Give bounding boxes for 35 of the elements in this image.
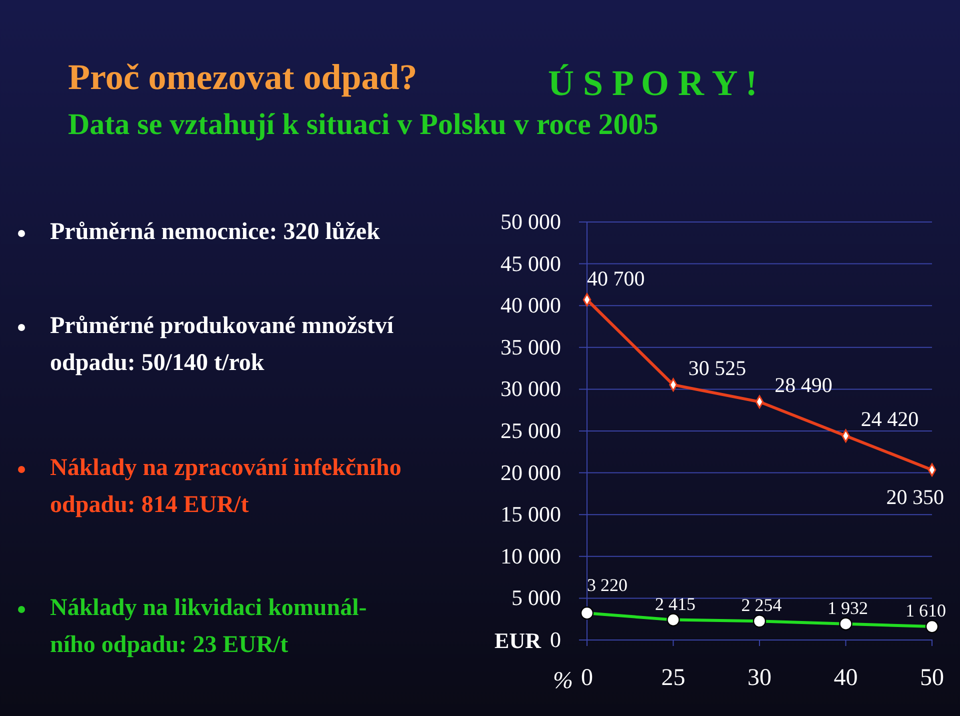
- y-tick-label: 40 000: [500, 292, 561, 318]
- x-tick-label: 40: [834, 665, 858, 692]
- x-axis-title: %: [553, 668, 573, 694]
- text: Náklady na zpracování infekčního odpadu: 814 EUR/t: [50, 454, 402, 520]
- text: Ú S P O R Y !: [548, 63, 758, 103]
- data-label: 20 350: [886, 484, 944, 509]
- data-label: 1 610: [906, 600, 946, 621]
- data-label: 2 254: [741, 595, 782, 616]
- x-tick-label: 30: [748, 665, 772, 692]
- text: Průměrné produkované množství odpadu: 50/140 t/rok: [50, 312, 394, 378]
- y-tick-label: 0: [550, 627, 561, 652]
- y-tick-label: 15 000: [500, 502, 561, 527]
- data-label: 2 415: [655, 594, 696, 614]
- data-label: 40 700: [587, 266, 645, 291]
- chart-subtitle: Data se vztahují k situaci v Polsku v roce 2005: [68, 108, 658, 142]
- y-tick-label: 45 000: [500, 250, 561, 276]
- data-label: 24 420: [860, 406, 919, 431]
- y-tick-label: 10 000: [500, 543, 561, 568]
- text: Průměrná nemocnice: 320 lůžek: [50, 218, 380, 247]
- data-label: 28 490: [774, 372, 832, 397]
- x-tick-label: 0: [581, 665, 593, 692]
- x-tick-label: 25: [661, 665, 686, 692]
- data-label: 3 220: [587, 575, 628, 596]
- data-label: 1 932: [828, 598, 868, 618]
- y-axis-title: EUR: [494, 628, 542, 653]
- y-tick-label: 25 000: [500, 418, 561, 444]
- y-tick-label: 30 000: [500, 376, 561, 402]
- text: Proč omezovat odpad?: [68, 56, 418, 98]
- y-tick-label: 50 000: [500, 209, 561, 234]
- text: Náklady na likvidaci komunál- ního odpadu: 23 EUR/t: [50, 594, 367, 660]
- y-tick-label: 35 000: [500, 334, 561, 360]
- y-tick-label: 20 000: [500, 460, 561, 485]
- data-label: 30 525: [688, 356, 746, 380]
- x-tick-label: 50: [920, 665, 944, 692]
- y-tick-label: 5 000: [512, 585, 561, 610]
